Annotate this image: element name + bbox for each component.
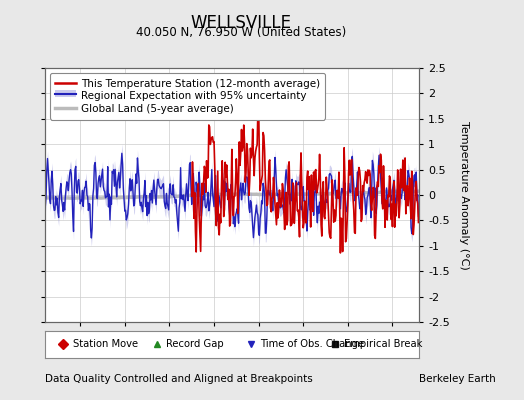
Text: Time of Obs. Change: Time of Obs. Change (260, 339, 364, 350)
Y-axis label: Temperature Anomaly (°C): Temperature Anomaly (°C) (460, 121, 470, 269)
Text: Empirical Break: Empirical Break (344, 339, 423, 350)
Text: Berkeley Earth: Berkeley Earth (419, 374, 496, 384)
Text: Data Quality Controlled and Aligned at Breakpoints: Data Quality Controlled and Aligned at B… (45, 374, 312, 384)
Legend: This Temperature Station (12-month average), Regional Expectation with 95% uncer: This Temperature Station (12-month avera… (50, 73, 325, 120)
Text: 40.050 N, 76.950 W (United States): 40.050 N, 76.950 W (United States) (136, 26, 346, 39)
Text: WELLSVILLE: WELLSVILLE (191, 14, 291, 32)
Text: Station Move: Station Move (73, 339, 138, 350)
Text: Record Gap: Record Gap (166, 339, 224, 350)
